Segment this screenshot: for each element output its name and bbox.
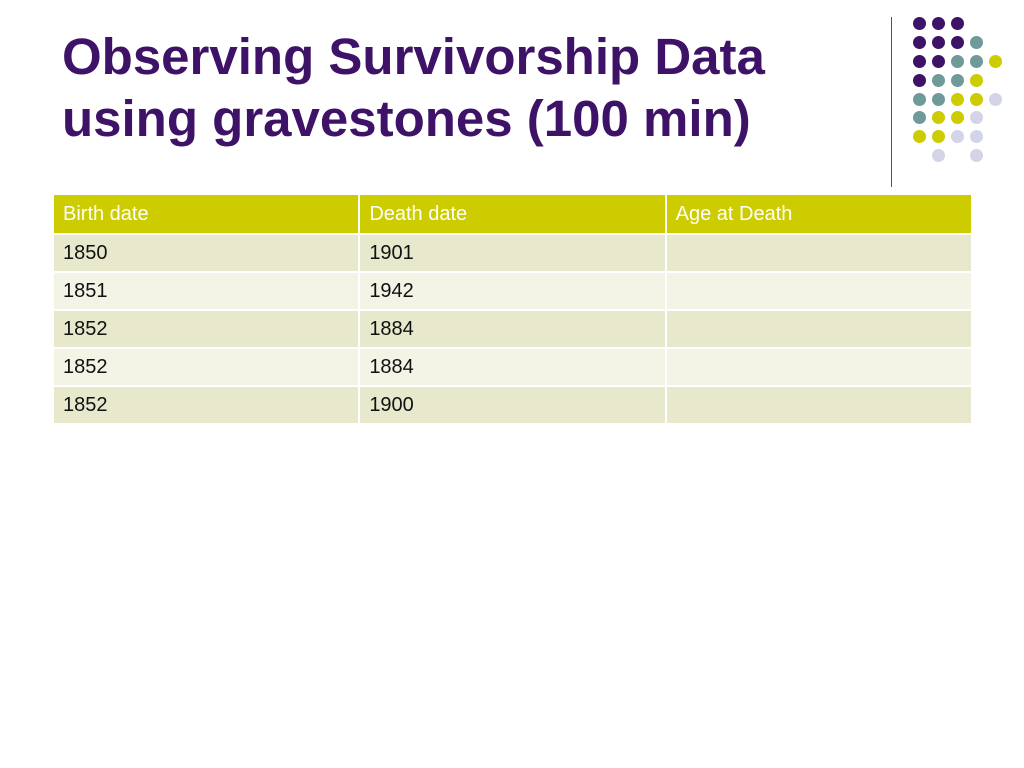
- ornament-dot: [931, 92, 945, 106]
- cell-age-at-death[interactable]: [664, 271, 974, 311]
- cell-death-date: 1900: [358, 385, 667, 425]
- cell-birth-date: 1852: [51, 309, 361, 349]
- table-row: 1851 1942: [51, 271, 974, 311]
- cell-age-at-death[interactable]: [664, 385, 974, 425]
- ornament-dot: [912, 110, 926, 124]
- ornament-dot: [912, 16, 926, 30]
- ornament-dot: [969, 35, 983, 49]
- ornament-dot: [969, 54, 983, 68]
- cell-age-at-death[interactable]: [664, 309, 974, 349]
- table-row: 1850 1901: [51, 233, 974, 273]
- cell-death-date: 1901: [358, 233, 667, 273]
- cell-birth-date: 1851: [51, 271, 361, 311]
- ornament-dot: [931, 73, 945, 87]
- cell-death-date: 1942: [358, 271, 667, 311]
- cell-death-date: 1884: [358, 347, 667, 387]
- cell-birth-date: 1850: [51, 233, 361, 273]
- ornament-dot: [950, 16, 964, 30]
- ornament-dot: [931, 16, 945, 30]
- table-row: 1852 1884: [51, 347, 974, 387]
- cell-age-at-death[interactable]: [664, 347, 974, 387]
- ornament-dot: [950, 110, 964, 124]
- survivorship-table: Birth date Death date Age at Death 1850 …: [51, 193, 974, 425]
- cell-age-at-death[interactable]: [664, 233, 974, 273]
- ornament-dot: [950, 92, 964, 106]
- ornament-dot: [912, 73, 926, 87]
- ornament-dot: [969, 92, 983, 106]
- ornament-dot: [931, 110, 945, 124]
- cell-death-date: 1884: [358, 309, 667, 349]
- title-divider: [891, 17, 892, 187]
- ornament-dot: [931, 148, 945, 162]
- ornament-dot: [988, 54, 1002, 68]
- ornament-dot: [950, 35, 964, 49]
- ornament-dot: [931, 35, 945, 49]
- slide-title-line-2: using gravestones (100 min): [62, 90, 751, 147]
- ornament-dot: [931, 129, 945, 143]
- ornament-dot: [969, 148, 983, 162]
- header-birth-date: Birth date: [51, 193, 361, 235]
- table-row: 1852 1900: [51, 385, 974, 425]
- ornament-dot: [950, 54, 964, 68]
- table-header-row: Birth date Death date Age at Death: [51, 193, 974, 235]
- ornament-dot: [950, 73, 964, 87]
- ornament-dot: [912, 54, 926, 68]
- ornament-dot: [912, 35, 926, 49]
- ornament-dot: [969, 110, 983, 124]
- cell-birth-date: 1852: [51, 385, 361, 425]
- slide-title-line-1: Observing Survivorship Data: [62, 28, 765, 85]
- ornament-dot: [988, 92, 1002, 106]
- ornament-dot: [912, 129, 926, 143]
- table-row: 1852 1884: [51, 309, 974, 349]
- ornament-dot: [931, 54, 945, 68]
- ornament-dot: [950, 129, 964, 143]
- slide-title: Observing Survivorship Data using graves…: [62, 26, 862, 150]
- ornament-dot: [969, 73, 983, 87]
- ornament-dot: [912, 92, 926, 106]
- ornament-dot: [969, 129, 983, 143]
- cell-birth-date: 1852: [51, 347, 361, 387]
- header-age-at-death: Age at Death: [664, 193, 974, 235]
- header-death-date: Death date: [358, 193, 667, 235]
